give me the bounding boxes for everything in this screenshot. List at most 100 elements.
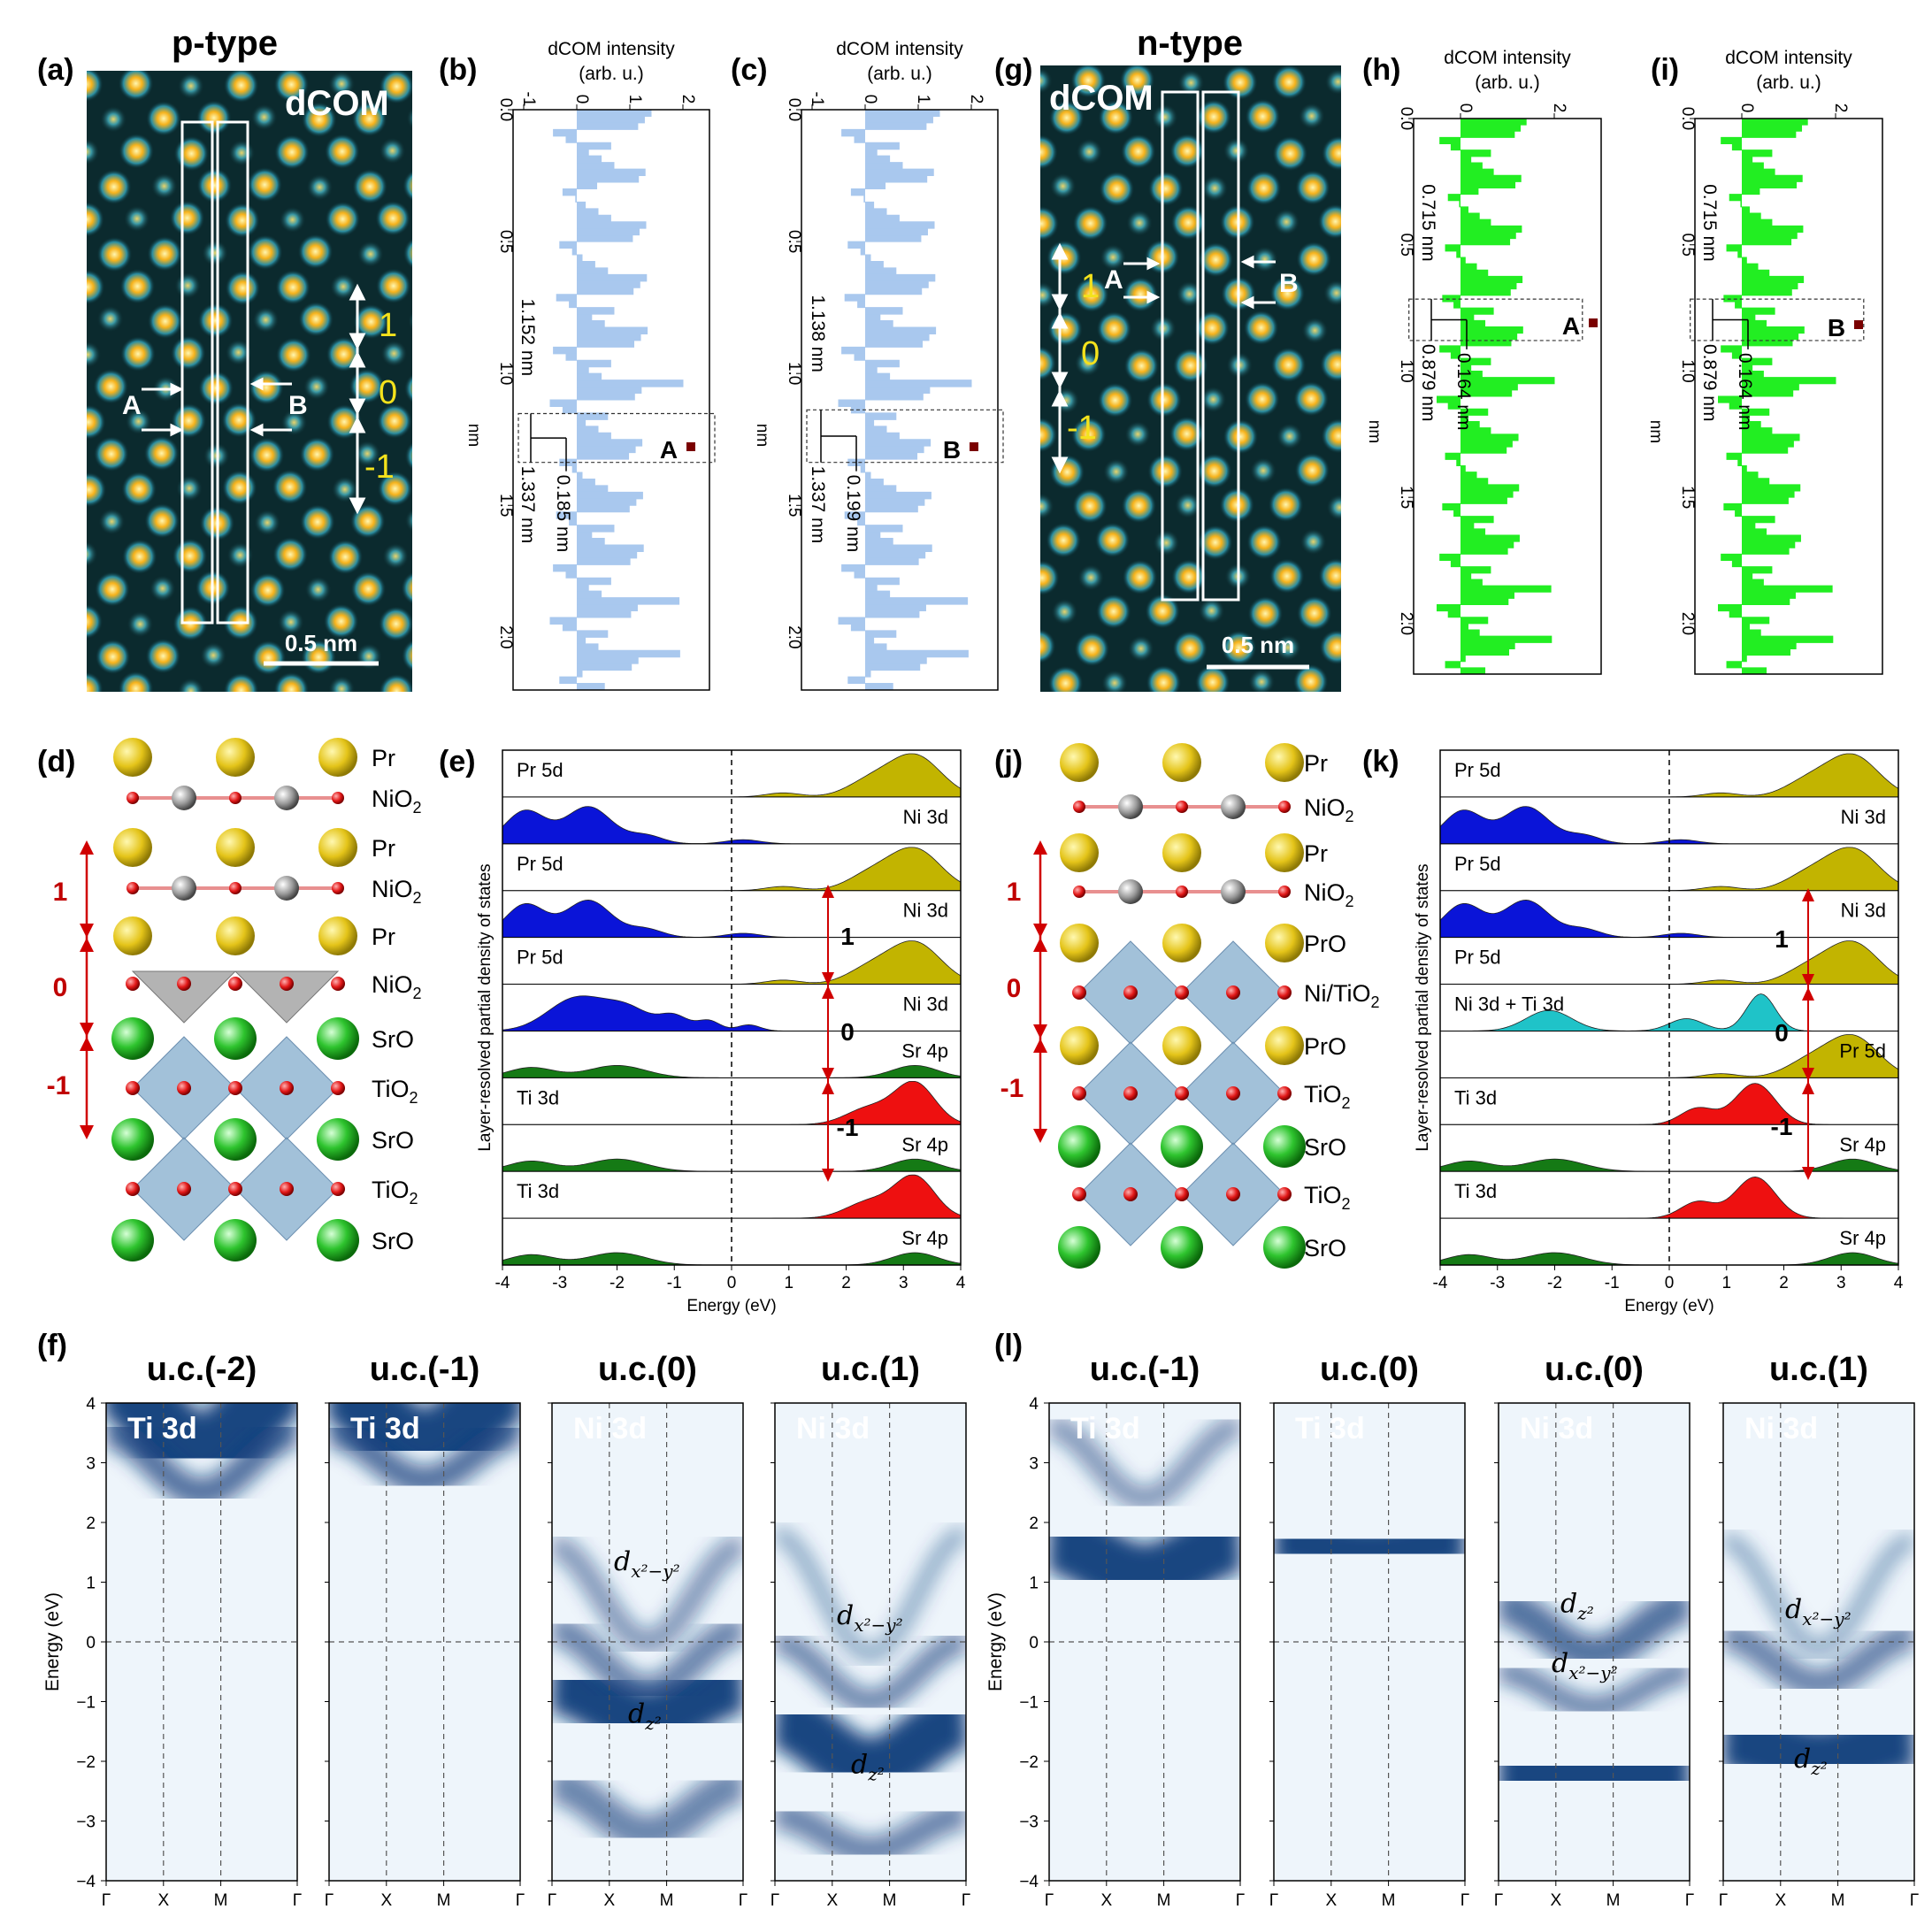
band-map [1044, 1402, 1241, 1886]
o-atom [1072, 985, 1086, 1000]
atom-column [1001, 527, 1028, 554]
atom-column [1368, 275, 1403, 311]
layer-label: Pr [372, 924, 395, 950]
y-axis-label: Energy (eV) [985, 1592, 1006, 1691]
atom-column [17, 537, 52, 572]
y-tick: 0.5 [1678, 234, 1697, 257]
sr-atom [317, 1219, 359, 1261]
atom-column [1243, 310, 1279, 346]
atom-column [273, 71, 310, 103]
atom-column [250, 640, 287, 676]
y-axis-label: nm [1646, 420, 1665, 443]
x-tick: 2 [841, 1274, 851, 1292]
atom-column [379, 673, 412, 692]
y-tick: 0.0 [1678, 107, 1697, 130]
sr-atom [317, 1017, 359, 1060]
atom-column [87, 541, 98, 568]
atom-column [1319, 629, 1341, 665]
atom-column [1119, 65, 1155, 98]
unit-cell-arrows [1033, 840, 1047, 1143]
atom-column [87, 269, 105, 305]
layer-label: TiO2 [372, 1177, 418, 1208]
pdos-row-label: Pr 5d [517, 759, 564, 781]
x-tick: -4 [495, 1274, 510, 1292]
atom-column [300, 504, 335, 540]
ni-atom [172, 876, 196, 901]
k-point-label: Γ [962, 1891, 970, 1910]
atom-column [1347, 385, 1374, 411]
y-tick: −3 [76, 1813, 96, 1832]
band-map [325, 1402, 521, 1886]
band-map [1719, 1402, 1915, 1886]
o-atom [280, 1182, 294, 1196]
atom-column [275, 337, 311, 373]
atom-column [1126, 210, 1153, 236]
atom-column [1040, 67, 1053, 95]
y-tick: −1 [76, 1694, 96, 1713]
x-axis-unit: (arb. u.) [1475, 73, 1540, 93]
atom-column [1172, 630, 1208, 666]
layer-label: TiO2 [372, 1076, 418, 1107]
atom-column [272, 536, 309, 572]
atom-column [429, 673, 464, 709]
marker-square [970, 442, 978, 451]
pr-atom [216, 738, 255, 777]
sr-atom [214, 1219, 257, 1261]
atom-column [1072, 488, 1108, 524]
y-tick: 1.0 [1397, 359, 1415, 382]
y-tick: 3 [1029, 1455, 1039, 1474]
profile-bars [549, 109, 684, 691]
panel-label-f: (f) [37, 1329, 67, 1362]
o-atom [126, 1081, 140, 1095]
atom-column [434, 208, 461, 234]
atom-column [1301, 317, 1329, 344]
atom-column [1321, 418, 1341, 454]
o-atom [228, 1182, 242, 1196]
y-tick: −4 [76, 1873, 96, 1891]
x-tick: -1 [519, 92, 538, 107]
atom-column [95, 639, 131, 675]
atom-column [380, 340, 408, 367]
pyramid [131, 970, 237, 1024]
pdos-row-label: Ti 3d [1454, 1086, 1497, 1108]
o-atom [280, 1081, 294, 1095]
atom-column [1040, 134, 1058, 170]
y-tick: 2.0 [1397, 612, 1415, 635]
y-tick: 2 [1029, 1514, 1039, 1533]
y-tick: 2.0 [496, 625, 515, 648]
atom-column [1372, 562, 1399, 588]
atom-column [1153, 529, 1180, 556]
k-point-label: Γ [1045, 1891, 1054, 1910]
atom-column [149, 575, 176, 602]
atom-column [1223, 137, 1250, 165]
o-atom [1278, 886, 1291, 898]
atom-column [428, 538, 464, 573]
atom-column [402, 237, 412, 269]
pr-atom [318, 916, 357, 955]
pdos-row-label: Ni 3d + Ti 3d [1454, 993, 1564, 1016]
atom-column [301, 639, 337, 675]
atom-column [226, 541, 254, 569]
x-tick: -3 [1490, 1274, 1505, 1292]
atom-column [100, 711, 126, 738]
o-atom [1176, 886, 1188, 898]
plot-frame [1694, 118, 1883, 675]
atom-column [1247, 595, 1284, 632]
layer-label: Pr [372, 835, 395, 862]
atom-column [301, 102, 337, 138]
unit-cell-title: u.c.(0) [1545, 1351, 1644, 1388]
atom-column [1294, 452, 1330, 488]
o-atom [1226, 1187, 1240, 1201]
k-point-label: X [1550, 1891, 1561, 1910]
atom-column [147, 303, 183, 340]
panel-label-a: (a) [37, 53, 74, 87]
unit-cell-arrows [80, 840, 94, 1139]
atom-column [223, 672, 259, 692]
pdos-row-label: Ni 3d [903, 900, 948, 922]
atom-column [225, 339, 252, 366]
o-atom [126, 882, 139, 894]
atom-column [273, 671, 310, 692]
y-tick: 1.0 [785, 362, 803, 385]
annotation-end: 1.337 nm [518, 466, 538, 544]
atom-column [250, 104, 278, 131]
